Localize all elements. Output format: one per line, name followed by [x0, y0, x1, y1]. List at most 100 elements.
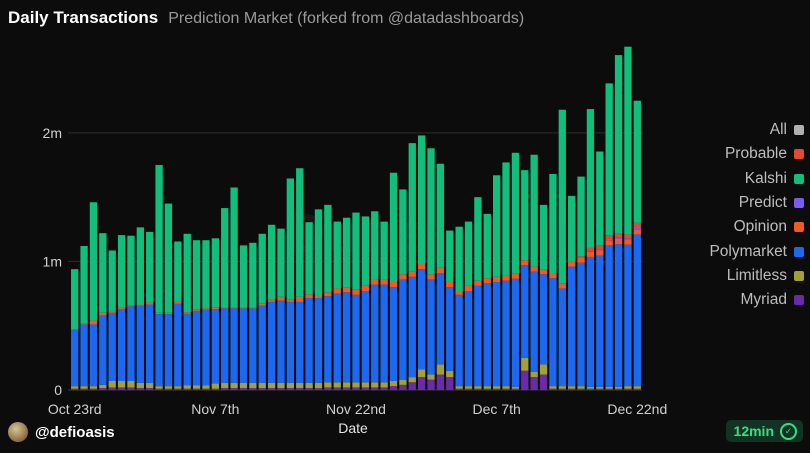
legend-item-myriad[interactable]: Myriad [654, 288, 804, 312]
bar-segment-myriad[interactable] [371, 387, 379, 390]
bar-segment-polymarket[interactable] [99, 315, 107, 385]
bar-segment-limitless[interactable] [230, 382, 238, 389]
bar-segment-opinion[interactable] [502, 275, 510, 281]
bar-segment-polymarket[interactable] [258, 305, 266, 383]
bar-segment-polymarket[interactable] [605, 245, 613, 387]
bar-segment-kalshi[interactable] [605, 83, 613, 236]
bar-segment-myriad[interactable] [389, 386, 398, 390]
bar-segment-myriad[interactable] [99, 388, 107, 390]
bar-segment-kalshi[interactable] [596, 151, 604, 246]
bar-segment-opinion[interactable] [127, 305, 135, 307]
bar-segment-opinion[interactable] [596, 250, 604, 256]
bar-segment-opinion[interactable] [324, 292, 332, 297]
bar-segment-polymarket[interactable] [371, 284, 379, 383]
bar-segment-myriad[interactable] [305, 388, 313, 390]
bar-segment-opinion[interactable] [230, 307, 238, 309]
bar-segment-kalshi[interactable] [539, 204, 548, 270]
bar-segment-myriad[interactable] [164, 388, 173, 390]
bar-segment-limitless[interactable] [127, 381, 135, 388]
bar-segment-polymarket[interactable] [174, 303, 182, 387]
bar-segment-myriad[interactable] [71, 388, 79, 390]
bar-segment-myriad[interactable] [483, 388, 491, 390]
bar-segment-kalshi[interactable] [361, 216, 370, 286]
bar-segment-limitless[interactable] [352, 382, 360, 388]
bar-segment-myriad[interactable] [417, 377, 426, 390]
bar-segment-polymarket[interactable] [502, 280, 510, 387]
bar-segment-polymarket[interactable] [286, 301, 295, 383]
bar-segment-polymarket[interactable] [146, 304, 154, 383]
bar-segment-opinion[interactable] [267, 299, 276, 302]
bar-segment-kalshi[interactable] [455, 226, 463, 291]
bar-segment-myriad[interactable] [558, 388, 566, 390]
bar-segment-kalshi[interactable] [558, 109, 566, 284]
bar-segment-polymarket[interactable] [71, 329, 79, 387]
bar-segment-opinion[interactable] [342, 287, 351, 293]
bar-segment-kalshi[interactable] [249, 242, 257, 308]
bar-segment-polymarket[interactable] [267, 301, 276, 383]
bar-segment-opinion[interactable] [417, 264, 426, 270]
bar-segment-limitless[interactable] [258, 382, 266, 389]
bar-segment-polymarket[interactable] [624, 244, 632, 387]
bar-segment-limitless[interactable] [502, 386, 510, 389]
bar-segment-limitless[interactable] [427, 374, 435, 380]
bar-segment-polymarket[interactable] [427, 279, 435, 375]
bar-segment-myriad[interactable] [221, 388, 229, 390]
bar-segment-limitless[interactable] [108, 381, 116, 388]
bar-segment-myriad[interactable] [624, 388, 632, 390]
bar-segment-myriad[interactable] [333, 387, 341, 390]
bar-segment-kalshi[interactable] [99, 233, 107, 313]
bar-segment-myriad[interactable] [202, 388, 210, 390]
bar-segment-opinion[interactable] [352, 289, 360, 295]
bar-segment-limitless[interactable] [342, 382, 351, 388]
bar-segment-kalshi[interactable] [192, 240, 201, 310]
bar-segment-kalshi[interactable] [427, 148, 435, 275]
bar-segment-kalshi[interactable] [314, 209, 323, 296]
bar-segment-myriad[interactable] [464, 388, 473, 390]
bar-segment-polymarket[interactable] [558, 288, 566, 387]
bar-segment-myriad[interactable] [492, 388, 501, 390]
bar-segment-polymarket[interactable] [549, 278, 557, 387]
bar-segment-limitless[interactable] [324, 382, 332, 388]
bar-segment-myriad[interactable] [324, 387, 332, 390]
bar-segment-limitless[interactable] [389, 381, 398, 387]
bar-segment-limitless[interactable] [80, 386, 88, 389]
bar-segment-myriad[interactable] [314, 388, 323, 390]
bar-segment-kalshi[interactable] [483, 213, 491, 279]
bar-segment-opinion[interactable] [511, 273, 520, 279]
bar-segment-polymarket[interactable] [211, 309, 220, 384]
bar-segment-kalshi[interactable] [614, 55, 623, 234]
bar-segment-limitless[interactable] [267, 382, 276, 389]
bar-segment-opinion[interactable] [614, 238, 623, 245]
freshness-badge[interactable]: 12min ✓ [725, 420, 803, 442]
bar-segment-kalshi[interactable] [324, 204, 332, 293]
bar-segment-kalshi[interactable] [117, 235, 126, 308]
bar-segment-limitless[interactable] [399, 379, 407, 385]
bar-segment-opinion[interactable] [399, 274, 407, 280]
bar-segment-opinion[interactable] [99, 312, 107, 316]
bar-segment-myriad[interactable] [361, 387, 370, 390]
bar-segment-probable[interactable] [586, 247, 595, 252]
bar-segment-opinion[interactable] [221, 307, 229, 309]
bar-segment-myriad[interactable] [80, 388, 88, 390]
bar-segment-myriad[interactable] [352, 387, 360, 390]
bar-segment-probable[interactable] [633, 222, 641, 228]
bar-segment-opinion[interactable] [558, 283, 566, 289]
bar-segment-polymarket[interactable] [164, 314, 173, 387]
bar-segment-limitless[interactable] [155, 386, 163, 389]
bar-segment-kalshi[interactable] [380, 221, 388, 280]
bar-segment-opinion[interactable] [174, 301, 182, 304]
bar-segment-kalshi[interactable] [71, 269, 79, 330]
bar-segment-myriad[interactable] [596, 388, 604, 390]
bar-segment-kalshi[interactable] [155, 165, 163, 313]
bar-segment-polymarket[interactable] [239, 308, 248, 383]
bar-segment-opinion[interactable] [361, 285, 370, 291]
bar-segment-opinion[interactable] [192, 309, 201, 311]
bar-segment-polymarket[interactable] [586, 256, 595, 387]
bar-segment-opinion[interactable] [164, 312, 173, 315]
bar-segment-kalshi[interactable] [464, 221, 473, 286]
bar-segment-limitless[interactable] [446, 370, 454, 378]
bar-segment-polymarket[interactable] [333, 293, 341, 383]
bar-segment-kalshi[interactable] [146, 231, 154, 303]
bar-segment-myriad[interactable] [183, 388, 191, 390]
bar-segment-myriad[interactable] [455, 388, 463, 390]
